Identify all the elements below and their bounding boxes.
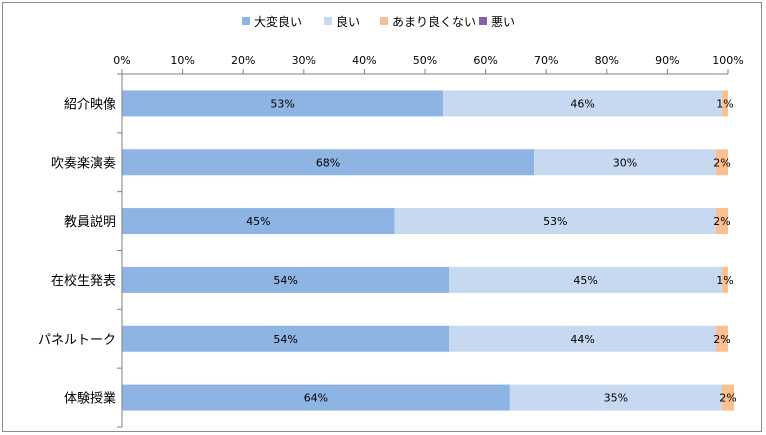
bar-segment [721,384,735,411]
x-tick-label: 80% [595,54,619,67]
data-label: 64% [304,392,328,405]
data-label: 45% [573,274,597,287]
bar-segment [122,149,535,176]
data-label: 53% [543,215,567,228]
x-tick-label: 90% [655,54,679,67]
x-tick-label: 50% [413,54,437,67]
data-label: 2% [713,215,730,228]
legend-label: あまり良くない [392,14,476,29]
data-label: 1% [716,274,733,287]
bar-segment [443,90,722,117]
x-tick-label: 70% [534,54,558,67]
category-label: パネルトーク [38,333,116,348]
legend-swatch [479,17,487,25]
legend-swatch [380,17,388,25]
x-tick-label: 40% [352,54,376,67]
legend-swatch [324,17,332,25]
legend-label: 大変良い [254,14,302,29]
data-label: 44% [570,333,594,346]
bar-segment [122,208,395,235]
bar-segment [715,208,728,235]
x-tick-label: 10% [170,54,194,67]
data-label: 1% [716,97,733,110]
x-tick-label: 60% [473,54,497,67]
bar-segment [715,149,728,176]
x-tick-label: 20% [231,54,255,67]
data-label: 46% [570,97,594,110]
category-label: 在校生発表 [51,273,116,289]
data-label: 2% [719,392,736,405]
data-label: 68% [316,156,340,169]
bar-segment [122,90,444,117]
x-tick-label: 0% [113,54,130,67]
bar-segment [534,149,716,176]
data-label: 30% [613,156,637,169]
data-label: 2% [713,156,730,169]
bar-segment [122,325,450,352]
bar-segment [122,266,450,293]
data-label: 35% [604,392,628,405]
bar-segment [509,384,722,411]
data-label: 2% [713,333,730,346]
category-label: 紹介映像 [64,97,116,112]
data-label: 53% [270,97,294,110]
data-label: 54% [273,333,297,346]
bar-segment [449,266,722,293]
category-label: 体験授業 [64,391,116,407]
bar-segment [449,325,716,352]
legend-swatch [242,17,250,25]
legend-label: 良い [336,14,360,29]
bar-segment [721,266,728,293]
category-label: 吹奏楽演奏 [51,155,116,171]
bar-segment [394,208,716,235]
x-tick-label: 30% [292,54,316,67]
data-label: 54% [273,274,297,287]
bar-segment [122,384,510,411]
bar-segment [715,325,728,352]
legend-label: 悪い [491,15,515,29]
x-tick-label: 100% [712,54,743,67]
bar-segment [721,90,728,117]
category-label: 教員説明 [64,214,116,230]
data-label: 45% [246,215,270,228]
